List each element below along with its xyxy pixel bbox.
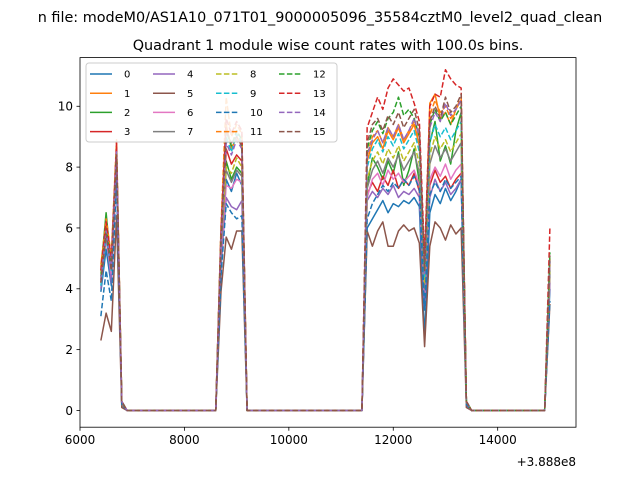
y-tick-label: 6	[65, 221, 73, 235]
axes-frame	[79, 57, 577, 428]
series-line-15	[100, 93, 551, 412]
legend-label-6: 6	[187, 108, 193, 119]
legend-label-12: 12	[313, 70, 326, 81]
legend-frame	[85, 62, 338, 143]
series-line-14	[100, 99, 551, 412]
legend-label-3: 3	[124, 127, 130, 138]
legend-label-4: 4	[187, 70, 193, 81]
legend-label-10: 10	[250, 108, 263, 119]
x-axis-ticks: 6000 8000 10000 12000 14000	[65, 427, 517, 447]
y-tick-label: 8	[65, 160, 73, 174]
x-tick-label: 8000	[169, 433, 200, 447]
legend-label-7: 7	[187, 127, 193, 138]
y-axis-ticks: 0 2 4 6 8 10	[58, 100, 80, 418]
legend-label-9: 9	[250, 89, 256, 100]
y-tick-label: 4	[65, 282, 73, 296]
legend-label-2: 2	[124, 108, 130, 119]
legend-label-1: 1	[124, 89, 130, 100]
x-axis-offset-text: +3.888e8	[517, 455, 576, 469]
legend-label-11: 11	[250, 127, 263, 138]
series-line-12	[100, 96, 551, 412]
chart-title: Quadrant 1 module wise count rates with …	[133, 38, 524, 54]
plot-lines	[100, 69, 551, 412]
legend-label-8: 8	[250, 70, 256, 81]
y-tick-label: 10	[58, 100, 73, 114]
x-tick-label: 6000	[65, 433, 96, 447]
y-tick-label: 2	[65, 343, 73, 357]
legend-label-14: 14	[313, 108, 326, 119]
legend-label-5: 5	[187, 89, 193, 100]
x-tick-label: 12000	[374, 433, 412, 447]
figure-suptitle: n file: modeM0/AS1A10_071T01_9000005096_…	[38, 10, 603, 26]
y-tick-label: 0	[65, 404, 73, 418]
x-tick-label: 10000	[270, 433, 308, 447]
series-line-9	[100, 120, 551, 412]
legend-label-0: 0	[124, 70, 130, 81]
legend-label-15: 15	[313, 127, 326, 138]
legend-label-13: 13	[313, 89, 326, 100]
x-tick-label: 14000	[479, 433, 517, 447]
